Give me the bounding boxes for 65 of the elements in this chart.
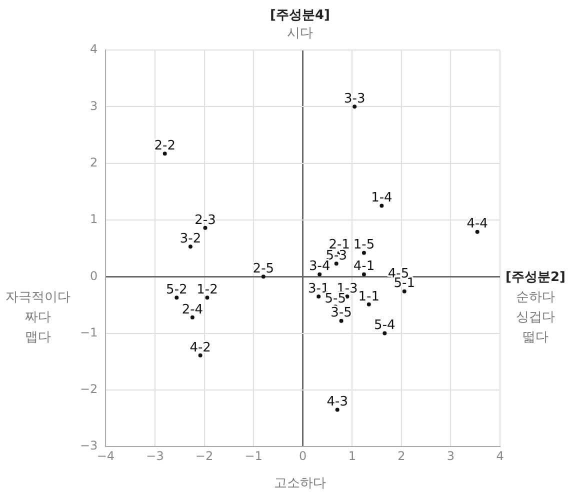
y-tick-label: −2: [80, 382, 98, 396]
x-tick-label: −1: [244, 448, 262, 463]
y-tick-label: 2: [90, 155, 98, 170]
data-label: 4-1: [353, 259, 375, 274]
x-tick-label: −4: [96, 448, 115, 463]
point: [261, 274, 266, 279]
point: [190, 315, 194, 320]
data-label: 3-2: [180, 231, 202, 246]
point: [382, 331, 387, 336]
data-label: 5-4: [374, 318, 396, 334]
point: [334, 262, 338, 266]
x-tick-label: −2: [195, 448, 214, 463]
point: [345, 294, 350, 298]
data-label: 2-2: [154, 138, 176, 154]
x-tick-label: 3: [446, 448, 455, 463]
data-label: 4-4: [466, 216, 488, 232]
chart-title: [주성분4]: [269, 7, 331, 24]
data-label: 3-4: [308, 259, 330, 274]
point: [318, 272, 322, 276]
point: [188, 244, 192, 249]
point: [402, 289, 406, 294]
data-label: 1-4: [371, 190, 392, 206]
point: [362, 272, 366, 276]
data-label: 4-3: [326, 394, 348, 410]
x-axis-title: 고소하다: [273, 475, 327, 492]
text: 싱겁다: [515, 309, 556, 327]
point: [475, 230, 480, 234]
point: [366, 302, 371, 306]
y-tick-label: 0: [90, 268, 98, 283]
y-tick-label: 3: [90, 98, 98, 113]
point: [316, 294, 321, 298]
text: 순하다: [515, 289, 556, 307]
x-tick-label: −3: [146, 448, 164, 463]
point: [162, 152, 167, 156]
point: [352, 104, 357, 109]
y-tick-label: 4: [90, 42, 98, 56]
x-tick-label: 1: [348, 448, 356, 463]
y-axis-title: 자극적이다 짜다 맵다: [4, 289, 72, 347]
point: [205, 296, 210, 300]
point: [198, 353, 202, 358]
data-label: 4-2: [190, 340, 211, 356]
point: [203, 226, 208, 230]
x-tick-label: 4: [496, 448, 504, 463]
text: 떫다: [522, 329, 550, 347]
data-label: 2-4: [182, 302, 204, 318]
point: [362, 250, 366, 255]
y-tick-label: −1: [80, 325, 98, 340]
chart-subtitle: 시다: [286, 25, 314, 42]
x-tick-label: 0: [299, 448, 307, 463]
data-label: 1-5: [353, 238, 375, 253]
y-tick-label: −3: [80, 438, 98, 453]
data-label: 3-5: [330, 306, 352, 321]
data-label: 3-3: [344, 92, 366, 107]
data-label: 2-5: [252, 262, 274, 277]
x-tick-label: 2: [398, 448, 406, 463]
point: [339, 318, 344, 323]
data-label: 5-2: [166, 282, 188, 298]
point: [335, 408, 340, 412]
data-label: 1-1: [358, 289, 380, 304]
data-label: 2-3: [194, 212, 216, 228]
y-tick-label: 1: [90, 212, 98, 226]
point: [174, 296, 179, 300]
data-label: 1-2: [196, 282, 218, 298]
point: [380, 204, 384, 208]
text: [주성분2]: [504, 269, 566, 287]
